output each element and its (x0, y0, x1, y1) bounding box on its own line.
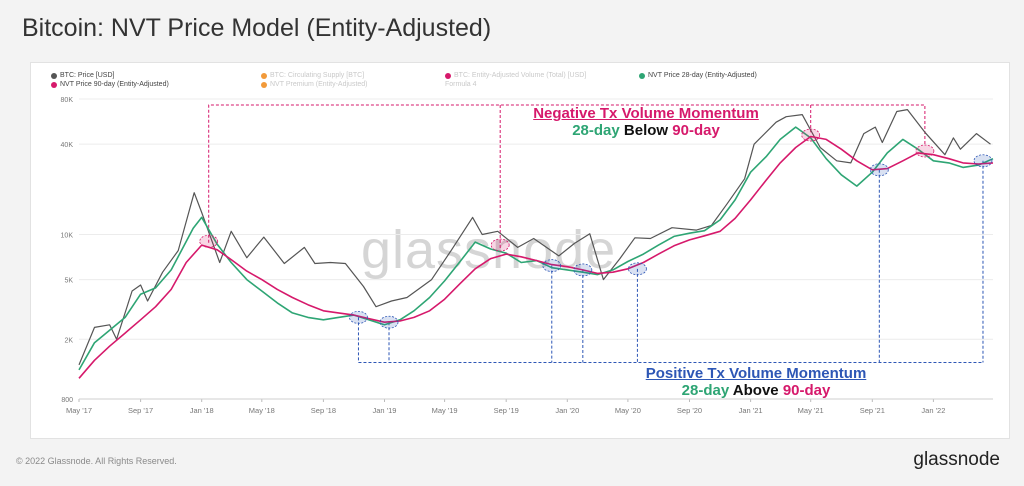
x-tick-label: Jan '21 (739, 406, 763, 415)
legend-dot (51, 72, 57, 79)
legend-item-supply[interactable]: BTC: Circulating Supply [BTC] (261, 72, 364, 79)
x-tick-label: Sep '17 (128, 406, 153, 415)
negative-momentum-annotation: Negative Tx Volume Momentum 28-day Below… (501, 105, 791, 139)
legend-dot (261, 72, 267, 79)
x-tick-label: Sep '21 (860, 406, 885, 415)
series-line-nvt28 (78, 126, 994, 371)
negative-crossover-marker (801, 128, 821, 142)
x-tick-label: Sep '20 (677, 406, 702, 415)
positive-crossover-marker (628, 262, 647, 276)
page-title: Bitcoin: NVT Price Model (Entity-Adjuste… (22, 14, 492, 42)
y-tick-label: 80K (61, 97, 74, 104)
legend-dot (639, 72, 645, 79)
positive-crossover-marker (573, 263, 593, 277)
x-tick-label: May '20 (615, 406, 641, 415)
chart-svg: 800 2K 5K 10K 40K 80K May '17 Sep '17 Jan '18 May… (61, 97, 994, 415)
y-tick-label: 40K (61, 142, 74, 149)
legend-item-nvt90[interactable]: NVT Price 90-day (Entity-Adjusted) (51, 81, 169, 88)
negative-momentum-heading: Negative Tx Volume Momentum (533, 105, 759, 122)
positive-28day-label: 28-day (681, 382, 730, 399)
x-tick-label: May '17 (66, 406, 92, 415)
legend-item-price[interactable]: BTC: Price [USD] (51, 72, 114, 79)
positive-crossover-marker (349, 310, 368, 324)
y-tick-label: 800 (61, 397, 73, 404)
legend-item-formula[interactable]: Formula 4 (445, 81, 477, 88)
negative-crossover-marker (199, 234, 219, 248)
y-tick-label: 2K (64, 337, 73, 344)
positive-momentum-annotation: Positive Tx Volume Momentum 28-day Above… (616, 365, 896, 399)
x-tick-label: Sep '18 (311, 406, 336, 415)
negative-crossover-marker (490, 238, 510, 252)
negative-crossover-marker (915, 144, 935, 158)
x-tick-label: May '21 (798, 406, 824, 415)
negative-below-label: Below (623, 122, 669, 139)
x-tick-label: May '18 (249, 406, 275, 415)
negative-90day-label: 90-day (672, 122, 720, 139)
legend-dot (445, 72, 451, 79)
positive-crossover-marker (869, 163, 889, 177)
legend-item-premium[interactable]: NVT Premium (Entity-Adjusted) (261, 81, 368, 88)
series-line-price (78, 108, 991, 366)
x-tick-label: May '19 (432, 406, 458, 415)
legend-item-nvt28[interactable]: NVT Price 28-day (Entity-Adjusted) (639, 72, 757, 79)
positive-crossover-marker (379, 315, 399, 329)
y-tick-label: 5K (64, 278, 73, 285)
x-tick-label: Jan '22 (921, 406, 945, 415)
positive-momentum-heading: Positive Tx Volume Momentum (645, 365, 867, 382)
x-tick-label: Sep '19 (494, 406, 519, 415)
positive-above-label: Above (732, 382, 779, 399)
positive-crossover-marker (973, 154, 993, 168)
positive-90day-label: 90-day (782, 382, 831, 399)
legend-item-volume[interactable]: BTC: Entity-Adjusted Volume (Total) [USD… (445, 72, 586, 79)
chart-card: BTC: Price [USD] BTC: Circulating Supply… (30, 62, 1010, 439)
series-line-nvt90 (78, 135, 994, 379)
negative-28day-label: 28-day (572, 122, 620, 139)
y-tick-label: 10K (61, 232, 74, 239)
negative-momentum-box (208, 104, 926, 243)
copyright-text: © 2022 Glassnode. All Rights Reserved. (16, 456, 177, 466)
x-tick-label: Jan '19 (373, 406, 397, 415)
x-tick-label: Jan '18 (190, 406, 214, 415)
positive-crossover-marker (542, 259, 562, 273)
legend-dot (51, 81, 57, 88)
brand-logo: glassnode (913, 449, 1000, 470)
x-tick-label: Jan '20 (555, 406, 579, 415)
legend-dot (261, 81, 267, 88)
